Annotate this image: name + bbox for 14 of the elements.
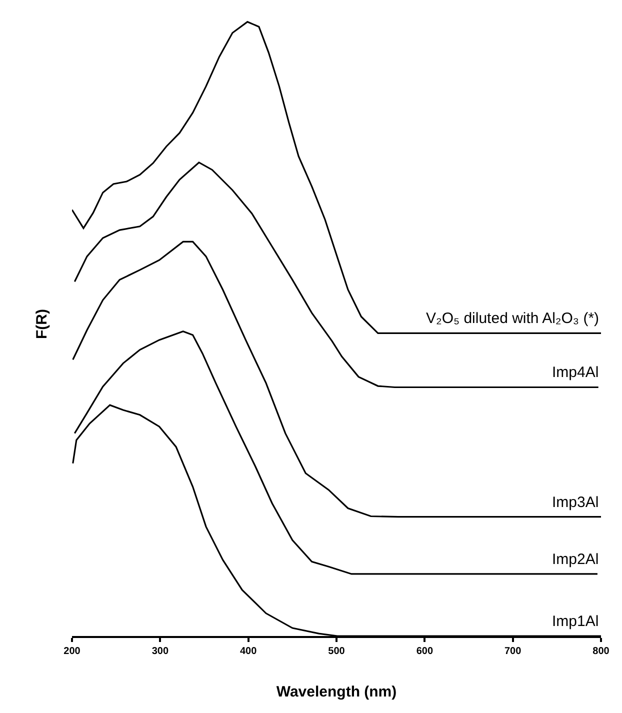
y-axis-title: F(R)	[33, 309, 50, 339]
series-label: Imp1Al	[552, 613, 599, 630]
x-tick-label: 800	[592, 646, 610, 657]
series-label: Imp4Al	[552, 364, 599, 381]
series-label: Imp2Al	[552, 551, 599, 568]
x-tick-label: 600	[416, 646, 434, 657]
x-tick-label: 500	[328, 646, 346, 657]
x-tick-label: 400	[240, 646, 258, 657]
x-tick-label: 300	[152, 646, 169, 657]
series-label: Imp3Al	[552, 494, 599, 511]
x-tick-label: 700	[504, 646, 522, 657]
x-axis-title: Wavelength (nm)	[276, 684, 397, 700]
series-label: V₂O₅ diluted with Al₂O₃ (*)	[426, 310, 600, 327]
x-tick-label: 200	[64, 646, 81, 657]
